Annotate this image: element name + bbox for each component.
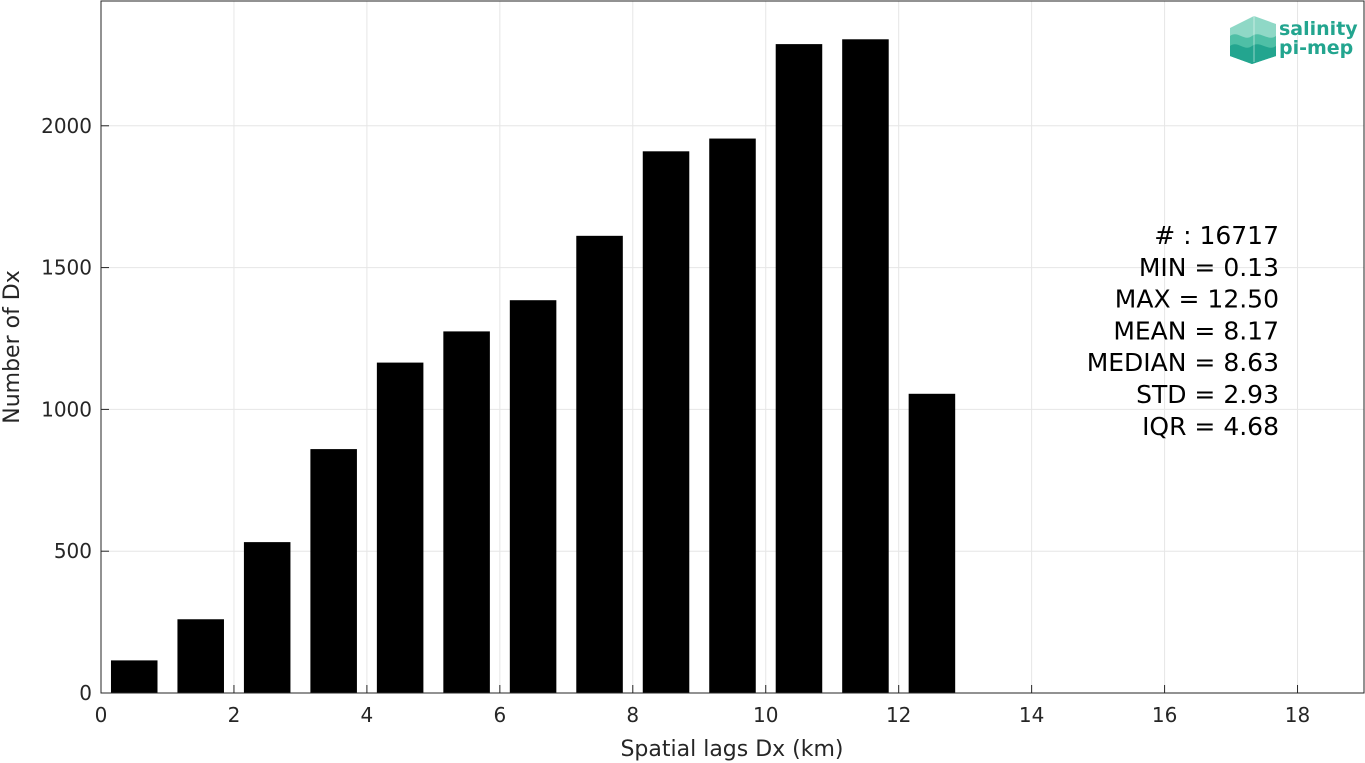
- logo-line-2: pi-mep: [1279, 37, 1353, 59]
- bar: [177, 619, 224, 693]
- x-tick-label: 2: [228, 703, 241, 727]
- y-tick-label: 2000: [41, 114, 92, 138]
- bar: [576, 235, 623, 693]
- plot-frame: [100, 0, 1365, 694]
- bar: [842, 39, 889, 694]
- stats-line: # : 16717: [1154, 221, 1279, 250]
- axis-tick-labels: 0 2 4 6 8 10 12 14 16 18 0 500 1000 1500 2000: [41, 114, 1310, 727]
- stats-line: STD = 2.93: [1136, 380, 1279, 409]
- logo-line-1: salinity: [1279, 18, 1358, 40]
- x-tick-label: 10: [753, 703, 778, 727]
- x-tick-label: 0: [95, 703, 108, 727]
- bar: [110, 660, 158, 693]
- bar: [908, 393, 956, 693]
- stats-line: MEAN = 8.17: [1113, 316, 1279, 345]
- bar: [709, 138, 756, 693]
- x-tick-label: 14: [1019, 703, 1044, 727]
- bar: [509, 300, 557, 693]
- bar: [376, 362, 424, 693]
- x-tick-label: 8: [626, 703, 639, 727]
- x-axis-title: Spatial lags Dx (km): [620, 737, 843, 762]
- y-tick-label: 500: [54, 539, 92, 563]
- y-axis-title: Number of Dx: [0, 270, 25, 424]
- stats-line: MEDIAN = 8.63: [1087, 348, 1279, 377]
- stats-line: MIN = 0.13: [1139, 253, 1279, 282]
- x-tick-label: 4: [361, 703, 374, 727]
- axis-ticks: [100, 125, 1299, 694]
- stats-line: IQR = 4.68: [1142, 412, 1279, 441]
- salinity-pi-mep-logo: salinity pi-mep: [1230, 16, 1358, 64]
- bar: [443, 331, 490, 693]
- bar: [642, 151, 690, 694]
- bars-group: [110, 39, 956, 694]
- bar: [775, 44, 823, 693]
- bar: [310, 449, 357, 693]
- wave-stack-icon: [1230, 16, 1276, 64]
- x-tick-label: 12: [886, 703, 911, 727]
- bar: [243, 542, 291, 693]
- stats-line: MAX = 12.50: [1115, 285, 1279, 314]
- y-tick-label: 1500: [41, 256, 92, 280]
- x-tick-label: 16: [1152, 703, 1177, 727]
- y-tick-label: 1000: [41, 397, 92, 421]
- x-tick-label: 18: [1285, 703, 1310, 727]
- y-tick-label: 0: [79, 681, 92, 705]
- x-tick-label: 6: [493, 703, 506, 727]
